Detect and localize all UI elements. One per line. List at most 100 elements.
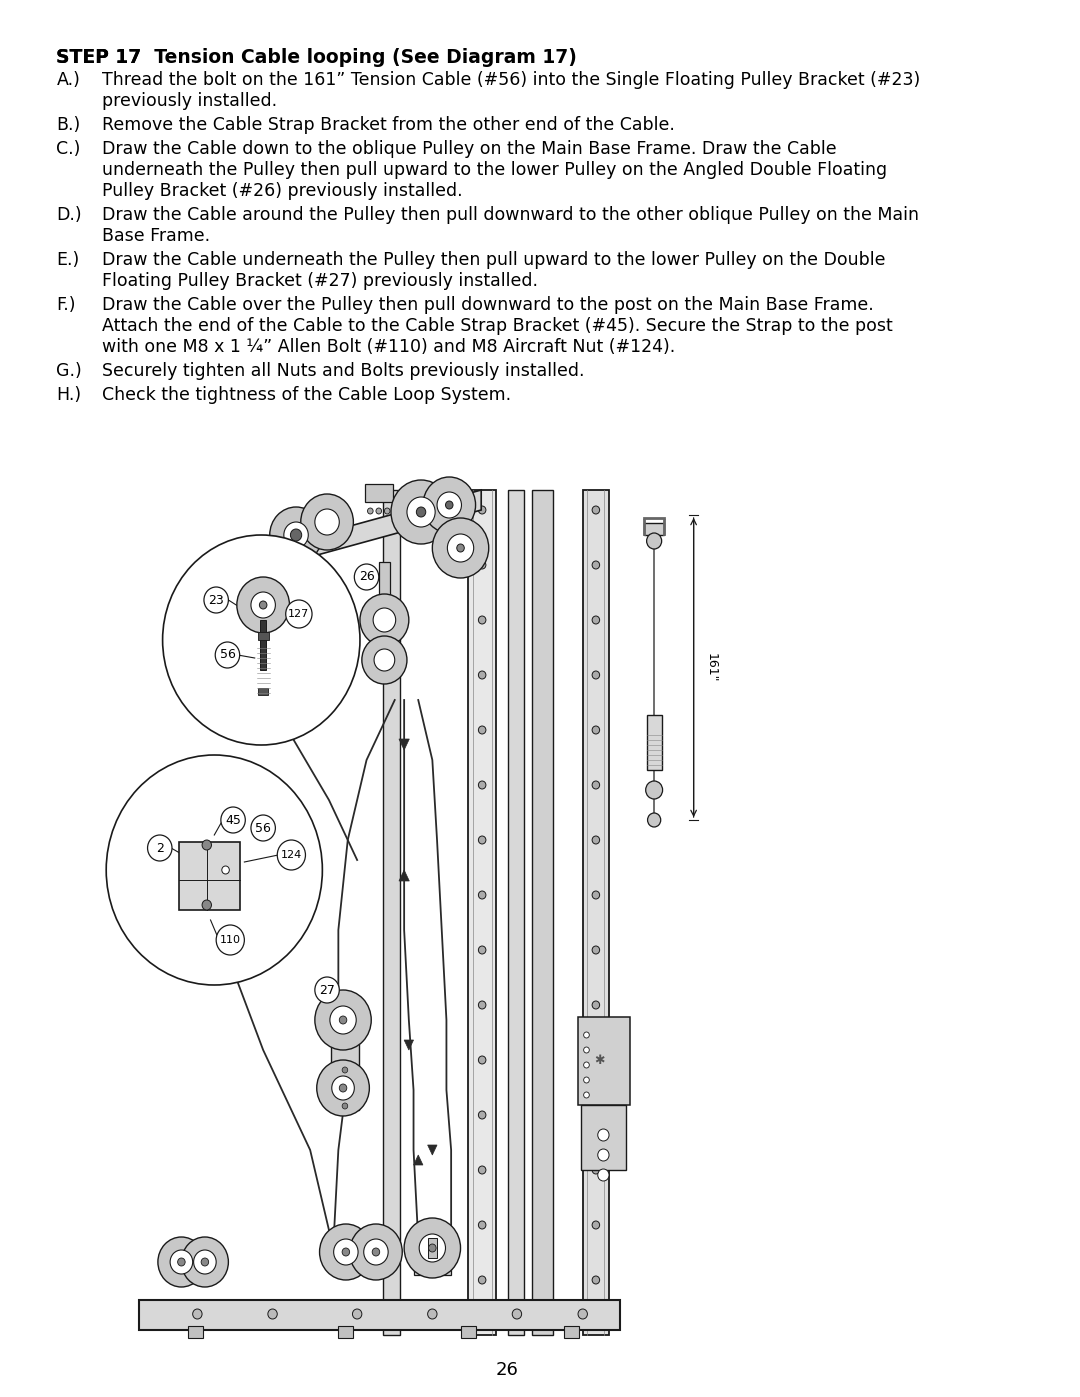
- Circle shape: [583, 1077, 590, 1083]
- Circle shape: [362, 636, 407, 685]
- Circle shape: [339, 1084, 347, 1092]
- Text: 2: 2: [156, 841, 164, 855]
- Bar: [379, 562, 390, 650]
- Polygon shape: [399, 739, 409, 750]
- Circle shape: [374, 650, 395, 671]
- Circle shape: [592, 835, 599, 844]
- Text: 45: 45: [225, 813, 241, 827]
- Circle shape: [478, 891, 486, 900]
- Text: B.): B.): [56, 116, 81, 134]
- Circle shape: [384, 509, 390, 514]
- Circle shape: [251, 592, 275, 617]
- Bar: [468, 490, 496, 1336]
- Circle shape: [300, 495, 353, 550]
- Bar: [460, 1326, 475, 1338]
- Circle shape: [367, 509, 373, 514]
- Bar: [257, 631, 269, 640]
- Circle shape: [202, 840, 212, 849]
- Circle shape: [592, 671, 599, 679]
- Text: 56: 56: [219, 648, 235, 662]
- Polygon shape: [399, 870, 409, 882]
- Circle shape: [360, 594, 409, 645]
- Circle shape: [364, 1239, 388, 1266]
- Circle shape: [106, 754, 322, 985]
- Circle shape: [592, 1002, 599, 1009]
- Circle shape: [204, 587, 228, 613]
- Circle shape: [278, 840, 306, 870]
- Text: underneath the Pulley then pull upward to the lower Pulley on the Angled Double : underneath the Pulley then pull upward t…: [102, 161, 887, 179]
- Text: E.): E.): [56, 251, 80, 270]
- Circle shape: [478, 1056, 486, 1065]
- Text: 26: 26: [496, 1361, 519, 1379]
- Bar: [414, 1248, 451, 1275]
- Text: G.): G.): [56, 362, 82, 380]
- Bar: [647, 715, 662, 770]
- Bar: [532, 490, 553, 1336]
- Circle shape: [342, 1067, 348, 1073]
- Bar: [258, 687, 268, 694]
- Circle shape: [583, 1046, 590, 1053]
- Circle shape: [432, 518, 489, 578]
- Circle shape: [376, 509, 381, 514]
- Bar: [644, 522, 664, 535]
- Bar: [581, 1105, 626, 1171]
- Text: previously installed.: previously installed.: [102, 92, 276, 110]
- Text: 127: 127: [288, 609, 310, 619]
- Circle shape: [578, 1309, 588, 1319]
- Bar: [564, 1326, 579, 1338]
- Circle shape: [592, 616, 599, 624]
- Circle shape: [373, 608, 395, 631]
- Polygon shape: [272, 490, 482, 566]
- Circle shape: [373, 1248, 380, 1256]
- Circle shape: [158, 1236, 205, 1287]
- Text: F.): F.): [56, 296, 76, 314]
- Circle shape: [342, 1091, 348, 1097]
- Text: Remove the Cable Strap Bracket from the other end of the Cable.: Remove the Cable Strap Bracket from the …: [102, 116, 674, 134]
- Circle shape: [268, 1309, 278, 1319]
- Polygon shape: [414, 1155, 423, 1165]
- Bar: [139, 1301, 620, 1330]
- Circle shape: [221, 807, 245, 833]
- Text: Thread the bolt on the 161” Tension Cable (#56) into the Single Floating Pulley : Thread the bolt on the 161” Tension Cabl…: [102, 71, 920, 89]
- Circle shape: [404, 1218, 460, 1278]
- Text: Draw the Cable over the Pulley then pull downward to the post on the Main Base F: Draw the Cable over the Pulley then pull…: [102, 296, 874, 314]
- Circle shape: [177, 1259, 185, 1266]
- Circle shape: [428, 1309, 437, 1319]
- Bar: [508, 490, 525, 1336]
- Circle shape: [478, 562, 486, 569]
- Text: H.): H.): [56, 386, 81, 404]
- Circle shape: [270, 507, 322, 563]
- Circle shape: [419, 1234, 445, 1261]
- Circle shape: [592, 1275, 599, 1284]
- Text: Base Frame.: Base Frame.: [102, 226, 210, 244]
- Text: C.): C.): [56, 140, 81, 158]
- Circle shape: [259, 601, 267, 609]
- Circle shape: [478, 506, 486, 514]
- Text: 110: 110: [219, 935, 241, 944]
- Bar: [260, 620, 266, 671]
- Text: 27: 27: [319, 983, 335, 996]
- Text: Attach the end of the Cable to the Cable Strap Bracket (#45). Secure the Strap t: Attach the end of the Cable to the Cable…: [102, 317, 892, 335]
- Circle shape: [315, 990, 372, 1051]
- Circle shape: [354, 564, 379, 590]
- Circle shape: [592, 726, 599, 733]
- Text: STEP 17  Tension Cable looping (See Diagram 17): STEP 17 Tension Cable looping (See Diagr…: [56, 47, 578, 67]
- Bar: [167, 1248, 219, 1275]
- Polygon shape: [428, 1146, 437, 1155]
- Circle shape: [647, 534, 662, 549]
- Circle shape: [592, 562, 599, 569]
- Circle shape: [597, 1148, 609, 1161]
- Text: A.): A.): [56, 71, 80, 89]
- Circle shape: [478, 671, 486, 679]
- Circle shape: [316, 1060, 369, 1116]
- Text: Securely tighten all Nuts and Bolts previously installed.: Securely tighten all Nuts and Bolts prev…: [102, 362, 584, 380]
- Circle shape: [592, 1221, 599, 1229]
- Circle shape: [583, 1062, 590, 1067]
- Circle shape: [407, 497, 435, 527]
- Bar: [178, 842, 240, 909]
- Circle shape: [342, 1078, 348, 1085]
- Circle shape: [202, 900, 212, 909]
- Circle shape: [237, 577, 289, 633]
- Text: with one M8 x 1 ¼” Allen Bolt (#110) and M8 Aircraft Nut (#124).: with one M8 x 1 ¼” Allen Bolt (#110) and…: [102, 338, 675, 356]
- Circle shape: [350, 1224, 402, 1280]
